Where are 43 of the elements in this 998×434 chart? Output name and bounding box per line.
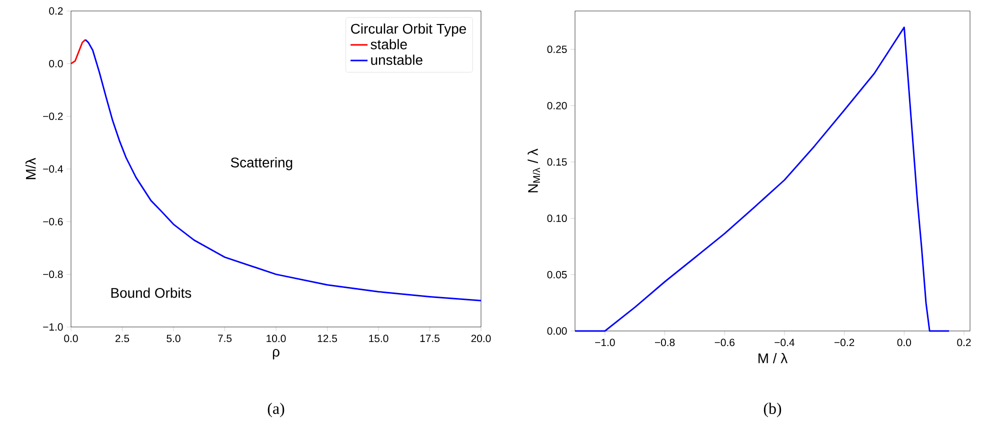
y-tick-label: 0.15 — [547, 158, 567, 166]
y-tick-label: 0.05 — [547, 270, 567, 278]
x-axis-title: M / λ — [758, 353, 788, 364]
y-tick-label: −0.6 — [43, 218, 63, 226]
x-tick-label: 0.0 — [64, 334, 78, 342]
y-tick-label: 0.0 — [49, 60, 63, 68]
y-tick-label: 0.10 — [547, 214, 567, 222]
legend-label: unstable — [371, 54, 422, 65]
text: (b) — [764, 402, 782, 418]
x-tick-label: 5.0 — [166, 334, 180, 342]
x-tick-label: −0.8 — [654, 338, 675, 346]
x-tick-label: 17.5 — [420, 334, 440, 342]
y-tick-label: 0.25 — [547, 46, 567, 54]
y-tick-label: −0.2 — [43, 112, 63, 120]
x-tick-label: 2.5 — [116, 334, 130, 342]
annotation: Scattering — [230, 157, 292, 170]
y-tick-label: −1.0 — [43, 323, 63, 331]
x-tick-label: −1.0 — [595, 338, 615, 346]
y-tick-label: −0.4 — [43, 165, 63, 173]
line-series — [70, 38, 86, 64]
x-tick-label: 20.0 — [471, 334, 491, 342]
x-tick-label: −0.2 — [834, 338, 854, 346]
x-tick-label: 12.5 — [318, 334, 337, 342]
x-axis-title: ρ — [272, 349, 280, 360]
x-tick-label: 0.2 — [957, 338, 971, 346]
x-tick-label: 7.5 — [218, 334, 232, 342]
legend-label: stable — [370, 39, 407, 50]
text: (a) — [268, 402, 284, 418]
x-tick-label: 0.0 — [897, 338, 912, 346]
y-axis-title: M/λ — [26, 158, 36, 180]
y-tick-label: 0.2 — [49, 7, 63, 15]
y-tick-label: −0.8 — [43, 270, 63, 278]
y-tick-label: 0.20 — [547, 102, 567, 110]
x-tick-label: −0.4 — [774, 338, 794, 346]
annotation: Bound Orbits — [111, 288, 192, 298]
x-tick-label: 10.0 — [266, 334, 286, 342]
x-tick-label: 15.0 — [369, 334, 388, 342]
y-tick-label: 0.00 — [547, 327, 567, 335]
line-series — [574, 26, 950, 332]
y-axis-title: N$_{M/λ}$ / λ — [528, 148, 540, 192]
x-tick-label: −0.6 — [714, 338, 734, 346]
line-series — [84, 38, 482, 302]
legend-title: Circular Orbit Type — [351, 23, 466, 36]
